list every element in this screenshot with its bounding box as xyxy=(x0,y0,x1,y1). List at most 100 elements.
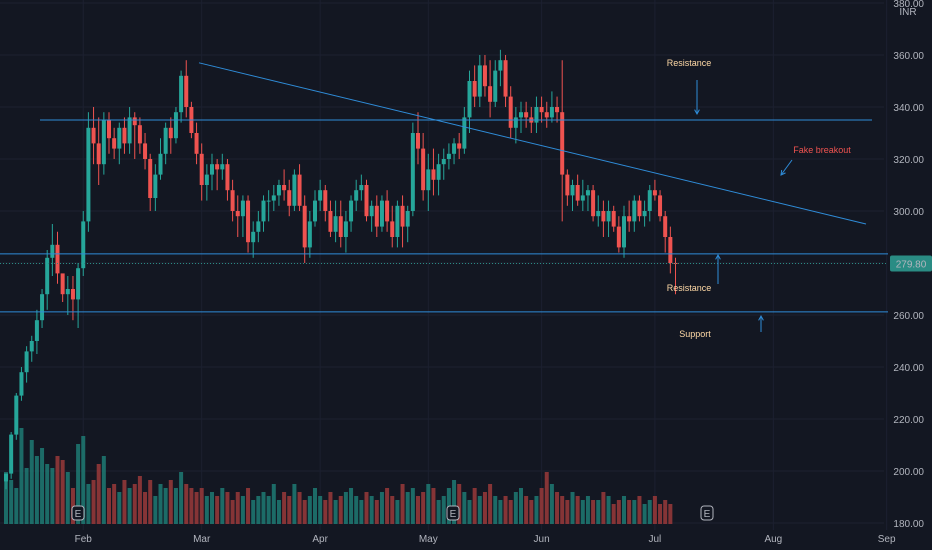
candle-body xyxy=(168,127,173,139)
volume-bar xyxy=(86,484,91,524)
candle-body xyxy=(163,127,168,154)
candle-body xyxy=(596,211,601,217)
candle-body xyxy=(287,190,292,206)
candle-body xyxy=(107,120,111,139)
volume-bar xyxy=(508,500,513,524)
earnings-badge xyxy=(700,505,714,521)
volume-bar xyxy=(313,488,317,524)
volume-bar xyxy=(60,460,65,524)
volume-bar xyxy=(498,500,503,524)
volume-bar xyxy=(168,480,173,524)
earnings-badge xyxy=(446,505,460,521)
volume-bar xyxy=(663,500,668,524)
volume-bar xyxy=(323,500,328,524)
volume-bar xyxy=(328,492,333,524)
candle-body xyxy=(266,200,271,202)
volume-bar xyxy=(282,492,287,524)
candle-body xyxy=(76,268,81,300)
earnings-letter: E xyxy=(75,509,82,520)
candle-body xyxy=(436,164,441,180)
candle-body xyxy=(462,117,467,149)
candle-body xyxy=(261,200,266,222)
volume-bar xyxy=(642,504,647,524)
price-tick-label: 320.00 xyxy=(893,155,924,166)
candle-body xyxy=(452,143,457,154)
candle-body xyxy=(611,211,616,227)
candle-body xyxy=(416,133,420,149)
volume-bar xyxy=(385,488,390,524)
volume-bar xyxy=(524,496,529,524)
volume-bar xyxy=(204,496,209,524)
candle-body xyxy=(585,190,590,196)
volume-bar xyxy=(658,504,663,524)
candle-body xyxy=(565,174,570,196)
volume-bar xyxy=(251,500,256,524)
volume-bar xyxy=(9,480,14,524)
candle-body xyxy=(96,143,101,165)
candle-body xyxy=(117,127,122,149)
candle-body xyxy=(86,127,91,222)
volume-bar xyxy=(591,500,596,524)
volume-bars xyxy=(4,428,673,524)
volume-bar xyxy=(565,500,570,524)
volume-bar xyxy=(647,500,652,524)
arrow-head xyxy=(694,109,700,116)
candle-body xyxy=(24,351,29,373)
volume-bar xyxy=(627,500,632,524)
volume-bar xyxy=(184,484,189,524)
currency-label: INR xyxy=(899,7,916,18)
candle-body xyxy=(421,148,426,191)
candle-body xyxy=(652,190,657,196)
volume-bar xyxy=(343,492,348,524)
candle-body xyxy=(534,107,539,123)
time-tick-label: Jul xyxy=(649,534,662,545)
candle-body xyxy=(45,257,50,295)
candle-body xyxy=(555,107,560,113)
candle-body xyxy=(369,205,374,217)
volume-bar xyxy=(271,484,276,524)
candle-body xyxy=(122,127,127,144)
candle-body xyxy=(616,226,621,248)
volume-bar xyxy=(112,484,117,524)
volume-bar xyxy=(431,488,436,524)
volume-bar xyxy=(117,492,122,524)
volume-bar xyxy=(421,492,426,524)
volume-bar xyxy=(519,488,523,524)
candle-body xyxy=(390,221,395,237)
volume-bar xyxy=(570,492,575,524)
volume-bar xyxy=(503,496,508,524)
candle-body xyxy=(570,185,575,196)
candle-body xyxy=(488,86,493,102)
candle-body xyxy=(215,164,220,170)
candle-body xyxy=(374,205,379,227)
candle-body xyxy=(91,127,96,144)
volume-bar xyxy=(580,500,585,524)
volume-bar xyxy=(137,476,142,524)
volume-bar xyxy=(45,464,50,524)
volume-bar xyxy=(287,496,292,524)
volume-bar xyxy=(369,496,374,524)
volume-bar xyxy=(65,472,70,524)
volume-bar xyxy=(307,496,312,524)
grid-lines xyxy=(0,0,888,530)
time-axis[interactable]: Feb Mar Apr May Jun Jul Aug Sep xyxy=(75,534,896,545)
time-tick-label: May xyxy=(419,534,438,545)
time-tick-label: Mar xyxy=(193,534,211,545)
volume-bar xyxy=(482,492,487,524)
candle-body xyxy=(158,153,163,175)
candle-body xyxy=(9,434,14,474)
volume-bar xyxy=(457,484,462,524)
volume-bar xyxy=(215,496,220,524)
candle-body xyxy=(446,153,451,159)
volume-bar xyxy=(292,484,297,524)
candle-body xyxy=(112,138,117,149)
volume-bar xyxy=(76,444,81,524)
candle-body xyxy=(292,174,297,206)
candle-body xyxy=(4,473,8,482)
candle-body xyxy=(271,195,276,201)
volume-bar xyxy=(40,448,45,524)
candle-body xyxy=(34,320,39,341)
